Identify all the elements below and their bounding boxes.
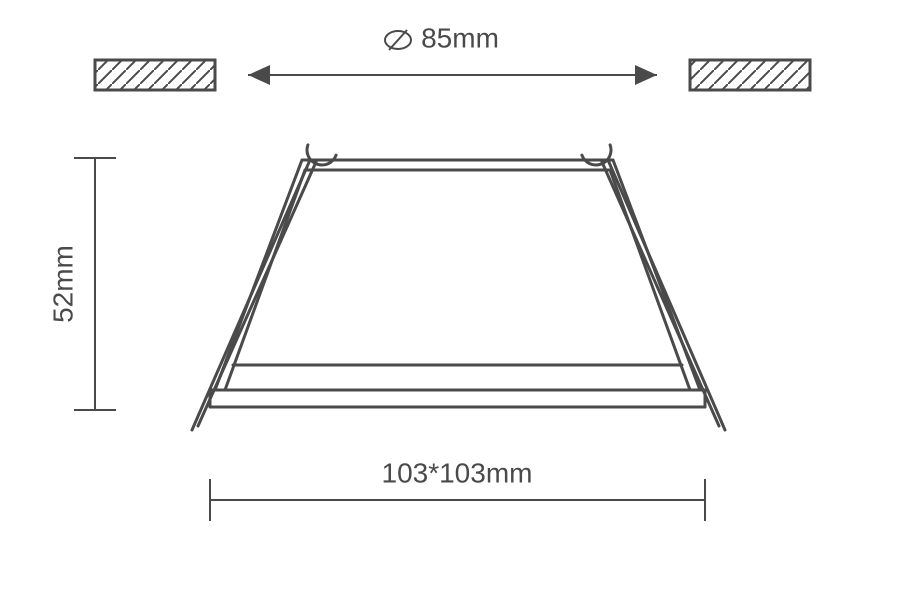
height-dimension-label: 52mm — [47, 245, 78, 323]
cutout-dimension-label: 85mm — [421, 22, 499, 53]
cutout-dimension: 85mm — [248, 22, 657, 85]
ceiling-section-right — [690, 60, 810, 90]
spring-clip-left — [192, 145, 336, 430]
height-dimension: 52mm — [47, 158, 116, 410]
fixture-outline — [210, 160, 705, 407]
width-dimension-label: 103*103mm — [382, 457, 533, 488]
width-dimension: 103*103mm — [210, 457, 705, 521]
ceiling-section-left — [95, 60, 215, 90]
cutout-diameter-icon — [385, 30, 411, 50]
dimension-drawing: 85mm 52mm 103*103mm — [0, 0, 900, 600]
